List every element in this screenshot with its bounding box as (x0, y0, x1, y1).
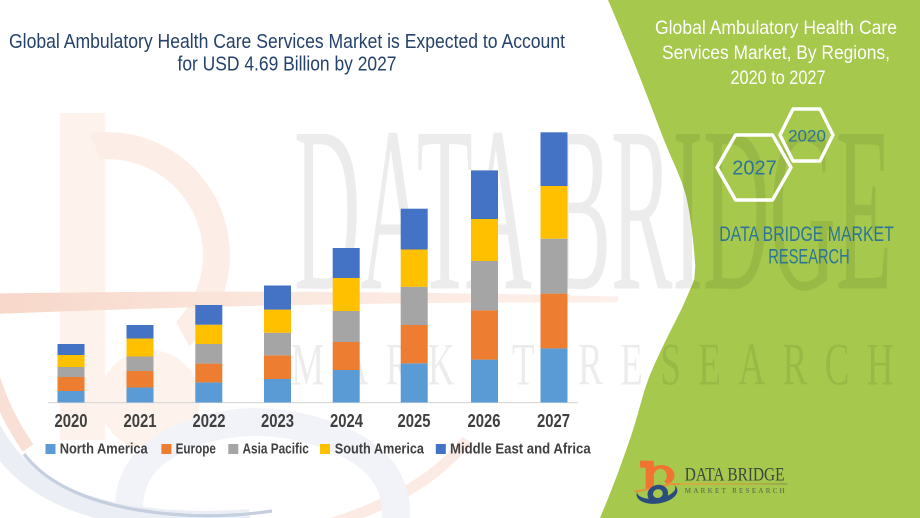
svg-text:2023: 2023 (261, 411, 294, 431)
svg-text:2027: 2027 (732, 158, 777, 180)
svg-text:2027: 2027 (537, 411, 570, 431)
svg-text:2025: 2025 (398, 411, 431, 431)
svg-text:DATA BRIDGE: DATA BRIDGE (685, 465, 785, 486)
svg-text:Services Market, By Regions,: Services Market, By Regions, (662, 43, 890, 64)
svg-text:for USD 4.69 Billion by 2027: for USD 4.69 Billion by 2027 (178, 54, 397, 76)
svg-text:South America: South America (335, 442, 425, 458)
svg-text:DATA BRIDGE: DATA BRIDGE (294, 78, 892, 340)
svg-text:Global Ambulatory Health Care: Global Ambulatory Health Care Services M… (9, 31, 565, 53)
svg-text:2020: 2020 (55, 411, 88, 431)
svg-text:2020 to 2027: 2020 to 2027 (731, 68, 826, 89)
svg-text:2024: 2024 (330, 411, 363, 431)
svg-text:DATA BRIDGE MARKET: DATA BRIDGE MARKET (719, 222, 894, 246)
svg-text:RESEARCH: RESEARCH (768, 245, 849, 269)
svg-text:MARKET RESEARCH: MARKET RESEARCH (291, 332, 911, 398)
svg-text:2021: 2021 (124, 411, 157, 431)
svg-text:2020: 2020 (788, 127, 826, 146)
svg-text:2022: 2022 (193, 411, 226, 431)
svg-text:Middle East and Africa: Middle East and Africa (450, 442, 592, 458)
svg-text:Europe: Europe (176, 442, 216, 458)
svg-text:Global Ambulatory Health Care: Global Ambulatory Health Care (655, 18, 897, 39)
svg-text:Asia Pacific: Asia Pacific (243, 442, 309, 458)
svg-text:2026: 2026 (468, 411, 501, 431)
svg-text:North America: North America (60, 442, 149, 458)
svg-text:MARKET RESEARCH: MARKET RESEARCH (685, 487, 787, 495)
